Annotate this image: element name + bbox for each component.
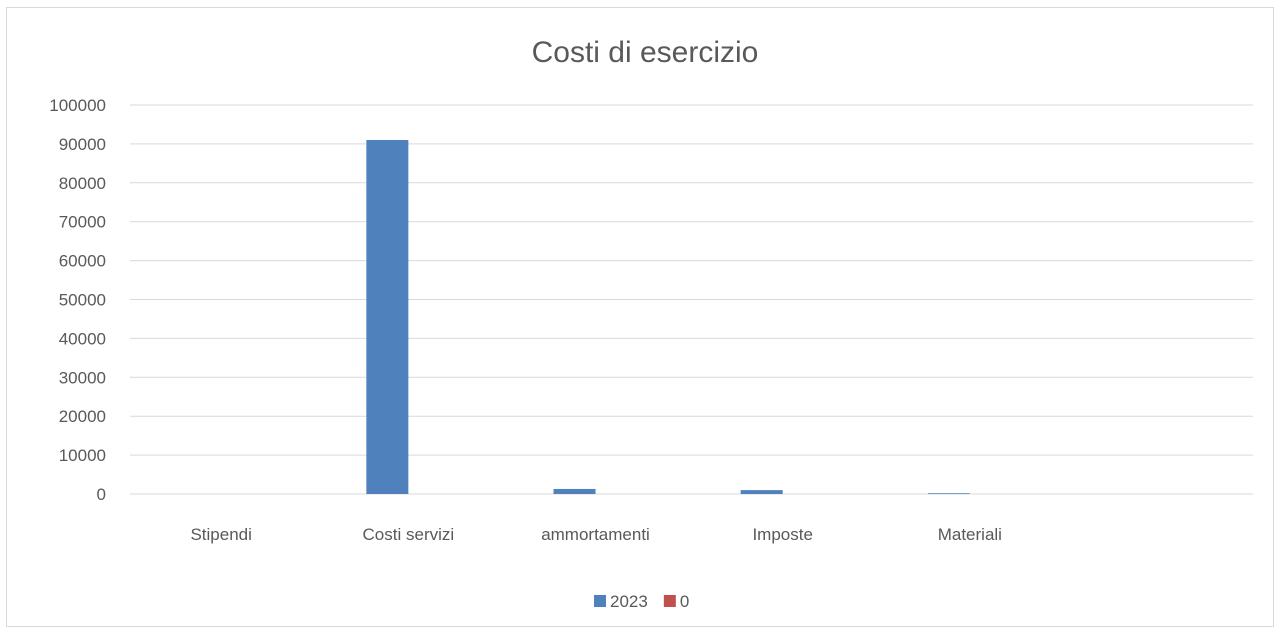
x-tick-label: Materiali: [938, 525, 1002, 544]
x-tick-label: Imposte: [752, 525, 812, 544]
legend-label: 0: [680, 592, 689, 611]
bars: [366, 140, 970, 494]
bar-2023-Imposte: [740, 490, 783, 494]
bar-2023-Costi servizi: [366, 140, 409, 494]
y-tick-label: 60000: [59, 252, 106, 271]
y-tick-label: 20000: [59, 407, 106, 426]
x-tick-label: ammortamenti: [541, 525, 650, 544]
y-axis: 0 10000 20000 30000 40000 50000 60000 70000 8000…: [49, 96, 106, 504]
chart-title: Costi di esercizio: [532, 36, 759, 69]
y-tick-label: 80000: [59, 174, 106, 193]
legend-swatch-0: [663, 595, 676, 607]
y-tick-label: 10000: [59, 446, 106, 465]
y-tick-label: 70000: [59, 213, 106, 232]
y-tick-label: 90000: [59, 135, 106, 154]
legend: 2023 0: [594, 592, 689, 611]
bar-2023-Materiali: [927, 493, 970, 494]
bar-2023-ammortamenti: [553, 488, 596, 494]
y-tick-label: 0: [97, 485, 106, 504]
y-tick-label: 40000: [59, 329, 106, 348]
chart-frame: [6, 7, 1274, 627]
y-tick-label: 30000: [59, 368, 106, 387]
legend-swatch-2023: [594, 595, 606, 607]
legend-label: 2023: [610, 592, 648, 611]
x-tick-label: Costi servizi: [363, 525, 455, 544]
gridlines: [130, 104, 1253, 495]
x-axis: Stipendi Costi servizi ammortamenti Imposte…: [190, 525, 1002, 544]
y-tick-label: 100000: [49, 96, 106, 115]
x-tick-label: Stipendi: [190, 525, 251, 544]
y-tick-label: 50000: [59, 291, 106, 310]
